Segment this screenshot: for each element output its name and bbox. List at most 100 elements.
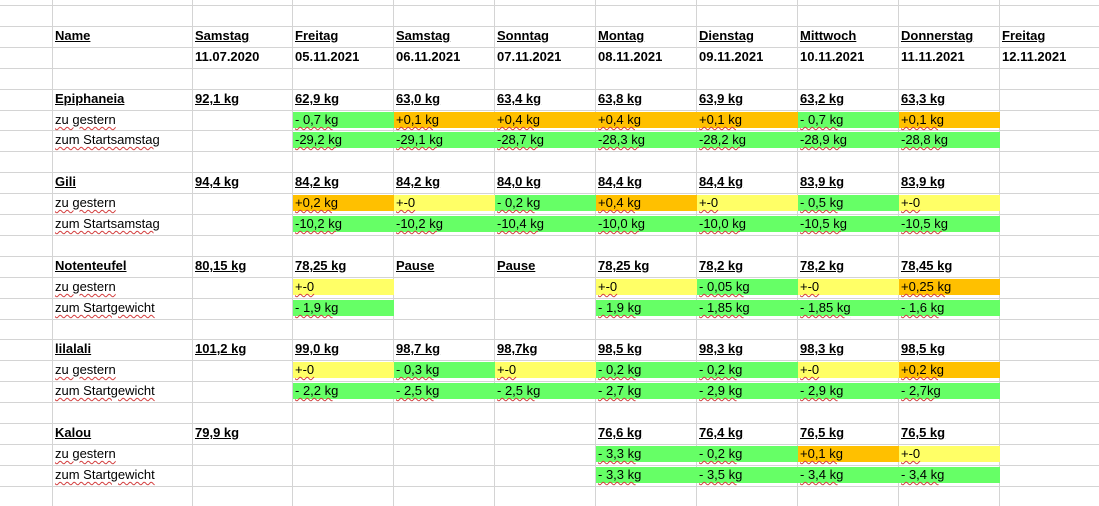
weight-cell[interactable]: 76,5 kg [800,425,845,440]
weight-cell[interactable]: 76,4 kg [699,425,744,440]
total-cell[interactable]: -28,2 kg [697,132,798,148]
delta-cell[interactable]: +-0 [899,446,1000,462]
total-cell[interactable] [495,467,596,483]
delta-cell[interactable]: +0,4 kg [495,112,596,128]
delta-cell[interactable]: +-0 [495,362,596,378]
total-cell[interactable] [1000,132,1099,148]
header-date[interactable]: 12.11.2021 [1002,49,1067,64]
weight-cell[interactable]: 98,3 kg [699,341,744,356]
person-name[interactable]: Notenteufel [55,258,127,273]
header-day[interactable]: Sonntag [497,28,549,43]
weight-cell[interactable]: 99,0 kg [295,341,340,356]
delta-cell[interactable] [1000,279,1099,295]
weight-cell[interactable]: 98,5 kg [598,341,643,356]
weight-cell[interactable]: 98,5 kg [901,341,946,356]
start-weight[interactable]: 92,1 kg [195,91,240,106]
total-cell[interactable]: - 1,85 kg [798,300,899,316]
weight-cell[interactable] [1000,174,1099,190]
total-cell[interactable]: - 2,7kg [899,383,1000,399]
total-cell[interactable]: - 1,9 kg [293,300,394,316]
header-day[interactable]: Freitag [1002,28,1046,43]
header-day[interactable]: Samstag [396,28,451,43]
delta-label[interactable]: zu gestern [55,195,116,210]
total-label[interactable]: zum Startgewicht [55,467,155,482]
total-cell[interactable]: -10,4 kg [495,216,596,232]
weight-cell[interactable]: 98,3 kg [800,341,845,356]
start-weight[interactable]: 79,9 kg [195,425,240,440]
header-day[interactable]: Montag [598,28,645,43]
total-cell[interactable]: -29,1 kg [394,132,495,148]
total-cell[interactable] [1000,383,1099,399]
delta-cell[interactable]: - 0,5 kg [798,195,899,211]
delta-cell[interactable]: +-0 [899,195,1000,211]
total-cell[interactable]: -28,7 kg [495,132,596,148]
weight-cell[interactable]: 63,3 kg [901,91,946,106]
weight-cell[interactable]: 62,9 kg [295,91,340,106]
total-cell[interactable]: - 1,6 kg [899,300,1000,316]
total-cell[interactable]: - 3,4 kg [798,467,899,483]
delta-cell[interactable]: +-0 [596,279,697,295]
header-date[interactable]: 07.11.2021 [497,49,562,64]
delta-cell[interactable] [394,446,495,462]
delta-cell[interactable]: - 0,2 kg [596,362,697,378]
delta-cell[interactable]: +-0 [394,195,495,211]
start-weight[interactable]: 80,15 kg [195,258,247,273]
delta-cell[interactable]: +0,25 kg [899,279,1000,295]
header-name-label[interactable]: Name [55,28,91,43]
weight-cell[interactable]: 84,2 kg [396,174,441,189]
weight-cell[interactable]: 78,25 kg [598,258,650,273]
weight-cell[interactable]: 63,0 kg [396,91,441,106]
delta-cell[interactable] [1000,446,1099,462]
delta-cell[interactable] [1000,112,1099,128]
delta-cell[interactable]: - 0,05 kg [697,279,798,295]
weight-cell[interactable]: 63,4 kg [497,91,542,106]
delta-cell[interactable]: +0,1 kg [798,446,899,462]
person-name[interactable]: Epiphaneia [55,91,125,106]
weight-cell[interactable]: 83,9 kg [901,174,946,189]
weight-cell[interactable]: 63,8 kg [598,91,643,106]
total-cell[interactable] [293,467,394,483]
person-name[interactable]: Gili [55,174,76,189]
total-label[interactable]: zum Startsamstag [55,216,160,231]
total-cell[interactable]: - 1,9 kg [596,300,697,316]
weight-cell[interactable]: 78,2 kg [699,258,744,273]
weight-cell[interactable]: 76,5 kg [901,425,946,440]
total-cell[interactable] [394,467,495,483]
delta-cell[interactable]: - 0,2 kg [697,446,798,462]
delta-cell[interactable]: +-0 [798,279,899,295]
header-date[interactable]: 05.11.2021 [295,49,360,64]
delta-cell[interactable]: +0,1 kg [697,112,798,128]
total-cell[interactable]: -10,5 kg [798,216,899,232]
delta-cell[interactable]: +-0 [798,362,899,378]
total-cell[interactable]: - 2,5 kg [394,383,495,399]
total-cell[interactable]: - 2,5 kg [495,383,596,399]
weight-cell[interactable]: Pause [497,258,536,273]
weight-cell[interactable]: 78,45 kg [901,258,953,273]
delta-cell[interactable]: - 0,7 kg [798,112,899,128]
weight-cell[interactable]: 84,2 kg [295,174,340,189]
total-cell[interactable]: -10,2 kg [293,216,394,232]
delta-label[interactable]: zu gestern [55,362,116,377]
weight-cell[interactable] [495,425,596,441]
total-cell[interactable] [1000,216,1099,232]
delta-cell[interactable] [293,446,394,462]
total-cell[interactable]: -10,5 kg [899,216,1000,232]
delta-cell[interactable] [495,279,596,295]
header-date[interactable]: 10.11.2021 [800,49,865,64]
header-day[interactable]: Samstag [195,28,250,43]
delta-cell[interactable]: - 0,2 kg [697,362,798,378]
total-cell[interactable] [394,300,495,316]
person-name[interactable]: lilalali [55,341,92,356]
header-date[interactable]: 11.11.2021 [901,49,965,64]
total-cell[interactable]: -10,0 kg [697,216,798,232]
weight-cell[interactable] [1000,91,1099,107]
total-cell[interactable]: -28,3 kg [596,132,697,148]
weight-cell[interactable] [1000,425,1099,441]
delta-cell[interactable] [1000,195,1099,211]
total-cell[interactable] [1000,300,1099,316]
total-cell[interactable]: -10,0 kg [596,216,697,232]
delta-label[interactable]: zu gestern [55,446,116,461]
delta-cell[interactable]: +0,1 kg [394,112,495,128]
delta-label[interactable]: zu gestern [55,112,116,127]
total-label[interactable]: zum Startgewicht [55,300,155,315]
